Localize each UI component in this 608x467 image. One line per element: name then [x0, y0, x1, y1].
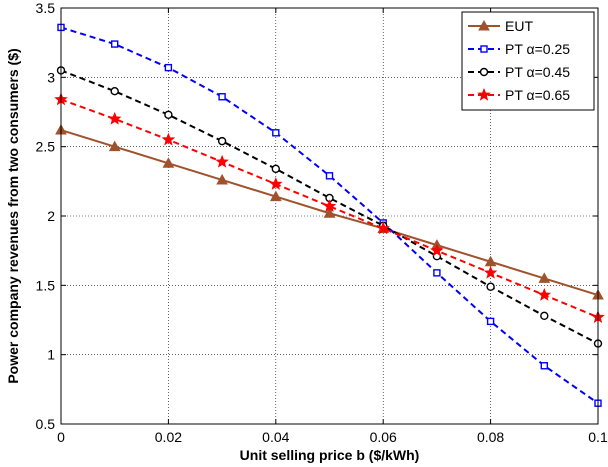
y-tick-label: 2	[47, 208, 55, 224]
data-point	[108, 140, 121, 152]
legend-label: PT α=0.45	[505, 64, 570, 80]
legend-label: PT α=0.65	[505, 87, 570, 103]
x-tick-label: 0.04	[262, 429, 289, 445]
legend-label: PT α=0.25	[505, 41, 570, 57]
series-line	[60, 26, 599, 405]
data-point	[218, 93, 226, 101]
x-axis-label: Unit selling price b ($/kWh)	[240, 447, 420, 463]
y-tick-label: 1.5	[36, 277, 56, 293]
data-point	[376, 221, 390, 235]
data-point	[540, 362, 548, 370]
data-point	[430, 243, 444, 257]
data-point	[322, 199, 337, 213]
data-point	[323, 207, 336, 218]
data-point	[164, 110, 173, 119]
legend-marker	[480, 45, 488, 53]
data-point	[538, 272, 551, 283]
y-axis-label: Power company revenues from two consumer…	[5, 48, 21, 383]
data-point	[269, 190, 282, 202]
data-point	[486, 317, 495, 326]
x-tick-label: 0.06	[370, 429, 397, 445]
x-tick-label: 0.02	[155, 429, 182, 445]
series-line	[60, 98, 599, 319]
data-point	[325, 172, 334, 180]
data-point	[540, 311, 549, 321]
data-point	[162, 157, 175, 168]
y-tick-label: 3	[47, 69, 55, 85]
data-point	[215, 154, 229, 168]
legend-label: EUT	[505, 18, 533, 34]
y-tick-label: 0.5	[36, 416, 56, 432]
series-layer	[54, 23, 605, 407]
x-tick-label: 0.1	[588, 429, 608, 445]
y-tick-label: 3.5	[36, 0, 56, 16]
data-point	[216, 173, 228, 185]
data-point	[483, 265, 498, 279]
data-point	[110, 40, 119, 48]
legend-marker	[477, 87, 491, 101]
series-0	[55, 123, 604, 300]
data-point	[486, 282, 495, 291]
legend-marker	[478, 19, 490, 31]
data-point	[164, 63, 173, 72]
y-tick-label: 2.5	[36, 139, 56, 155]
x-tick-label: 0	[57, 429, 65, 445]
data-point	[537, 287, 552, 301]
series-line	[60, 69, 599, 345]
data-point	[110, 86, 119, 96]
data-point	[217, 136, 227, 146]
legend: EUT PT α=0.25 PT α=0.45 PT α=0.65	[461, 11, 595, 111]
data-point	[433, 269, 441, 277]
data-point	[269, 177, 283, 190]
legend-marker	[479, 67, 489, 77]
data-point	[271, 164, 280, 174]
y-tick-label: 1	[47, 347, 55, 363]
ticks: 0 0.02 0.04 0.06 0.08 0.1 0.5 1 1.5 2 2.5 3 3.5	[36, 0, 608, 445]
data-point	[272, 129, 280, 137]
x-tick-label: 0.08	[477, 429, 504, 445]
data-point	[161, 132, 176, 146]
data-point	[107, 111, 122, 125]
